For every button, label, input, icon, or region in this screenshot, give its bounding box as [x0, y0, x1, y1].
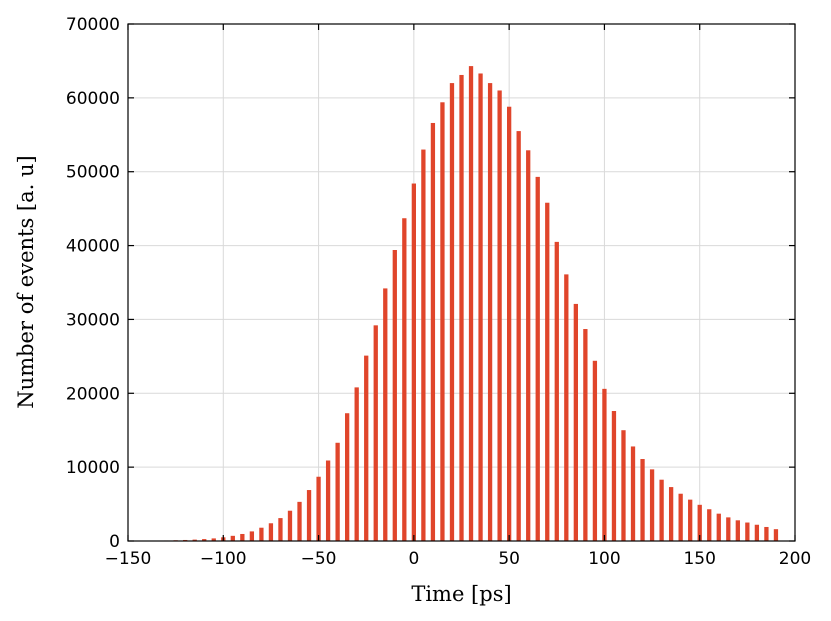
- bar: [602, 388, 607, 541]
- bar: [316, 476, 321, 541]
- bar: [592, 360, 598, 541]
- bar: [202, 539, 207, 541]
- bar: [545, 202, 550, 542]
- bar: [640, 459, 645, 541]
- bar: [611, 411, 617, 541]
- y-axis-label: Number of events [a. u]: [14, 155, 38, 408]
- bar: [430, 122, 436, 541]
- bar: [278, 518, 283, 541]
- y-tick-label: 20000: [66, 384, 120, 404]
- bar: [240, 533, 245, 541]
- bar: [478, 73, 483, 541]
- x-axis-label: Time [ps]: [411, 582, 511, 606]
- bar: [497, 90, 502, 541]
- x-tick-label: −50: [301, 549, 337, 569]
- bar: [297, 501, 302, 541]
- bar: [392, 250, 397, 541]
- y-tick-labels: 0 10000 20000 30000 40000 50000 60000 70000: [66, 15, 120, 552]
- bar: [306, 490, 312, 541]
- bar: [440, 102, 445, 541]
- bar: [773, 529, 779, 541]
- y-tick-label: 30000: [66, 310, 120, 330]
- x-tick-label: 100: [588, 549, 620, 569]
- x-tick-label: 200: [779, 549, 811, 569]
- x-tick-label: −150: [105, 549, 152, 569]
- bar: [745, 522, 750, 541]
- y-tick-label: 70000: [66, 15, 120, 35]
- bar: [468, 66, 474, 541]
- bar: [526, 150, 531, 542]
- bar: [487, 83, 493, 541]
- bar: [678, 493, 683, 541]
- bar: [668, 487, 674, 541]
- bar: [649, 469, 655, 541]
- bar: [383, 288, 388, 541]
- bar: [259, 527, 264, 541]
- bar: [459, 74, 464, 542]
- bar: [697, 504, 702, 541]
- bar: [564, 274, 569, 541]
- x-tick-label: 50: [498, 549, 520, 569]
- bar: [535, 176, 540, 541]
- bar: [707, 509, 712, 541]
- bar: [192, 539, 197, 541]
- bar: [726, 517, 731, 541]
- bar: [421, 149, 426, 541]
- y-tick-label: 60000: [66, 89, 120, 109]
- bar: [507, 106, 512, 541]
- bar: [573, 303, 578, 541]
- x-tick-label: 0: [408, 549, 419, 569]
- bar: [364, 355, 369, 541]
- bar: [659, 479, 664, 541]
- bar: [621, 430, 626, 541]
- bar: [735, 520, 740, 541]
- bar: [249, 531, 255, 541]
- y-tick-label: 50000: [66, 163, 120, 183]
- x-tick-label: −100: [200, 549, 247, 569]
- bar: [335, 442, 340, 541]
- bar: [688, 499, 693, 541]
- x-tick-label: 150: [683, 549, 715, 569]
- bar: [516, 131, 521, 541]
- bar: [754, 524, 760, 541]
- bar: [354, 387, 359, 541]
- y-tick-label: 40000: [66, 237, 120, 257]
- bar: [554, 241, 559, 541]
- bar: [716, 513, 721, 541]
- bar: [583, 329, 588, 541]
- y-tick-label: 10000: [66, 458, 120, 478]
- bars: [154, 66, 779, 542]
- bar: [287, 510, 293, 541]
- bar: [268, 523, 274, 541]
- bar: [325, 460, 331, 541]
- bar: [345, 413, 350, 541]
- bar: [373, 325, 378, 541]
- bar: [230, 535, 235, 541]
- bar: [764, 526, 769, 541]
- plot-frame: [127, 23, 796, 542]
- bar: [211, 538, 216, 541]
- bar: [630, 446, 636, 541]
- x-tick-labels: −150 −100 −50 0 50 100 150 200: [105, 549, 812, 569]
- bar: [402, 218, 407, 542]
- y-tick-label: 0: [109, 532, 120, 552]
- bar: [449, 83, 455, 541]
- bar: [411, 183, 416, 541]
